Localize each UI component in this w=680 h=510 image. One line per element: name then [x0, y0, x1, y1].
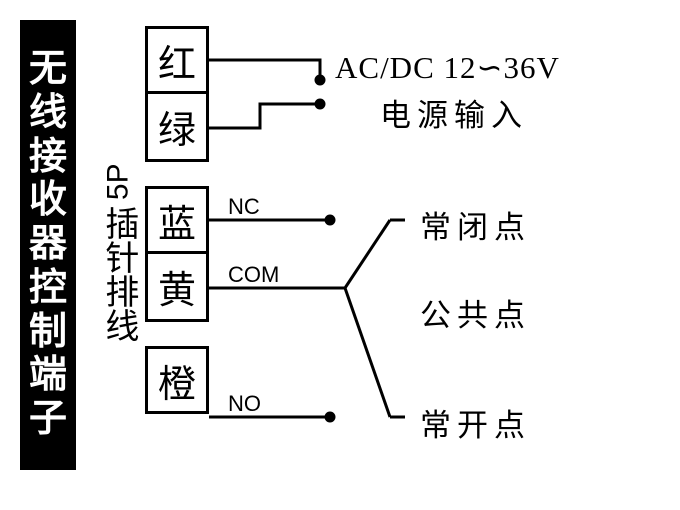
- pin-red: 红: [145, 26, 209, 94]
- connector-label-num: 5P: [102, 164, 134, 201]
- pin-yellow: 黄: [145, 254, 209, 322]
- signal-com-label: COM: [228, 262, 279, 288]
- title-block: 无线接收器控制端子: [20, 20, 76, 470]
- no-desc: 常开点: [420, 400, 531, 445]
- pin-column: 红 绿 蓝 黄 橙: [145, 26, 209, 414]
- title-text: 无线接收器控制端子: [29, 48, 67, 441]
- pin-label: 黄: [158, 259, 196, 314]
- pin-label: 橙: [158, 353, 196, 408]
- signal-no-label: NO: [228, 391, 261, 417]
- pin-orange: 橙: [145, 346, 209, 414]
- pin-label: 绿: [158, 99, 196, 154]
- power-line1: AC/DC 12∽36V: [335, 50, 560, 86]
- connector-label-text: 插针排线: [100, 206, 136, 342]
- nc-desc: 常闭点: [420, 202, 531, 247]
- power-line2: 电源输入: [380, 90, 528, 135]
- com-desc: 公共点: [420, 290, 531, 335]
- connector-label: 5P 插针排线: [100, 40, 136, 460]
- signal-nc-label: NC: [228, 194, 260, 220]
- pin-label: 蓝: [158, 193, 196, 248]
- pin-label: 红: [158, 33, 196, 88]
- pin-green: 绿: [145, 94, 209, 162]
- pin-blue: 蓝: [145, 186, 209, 254]
